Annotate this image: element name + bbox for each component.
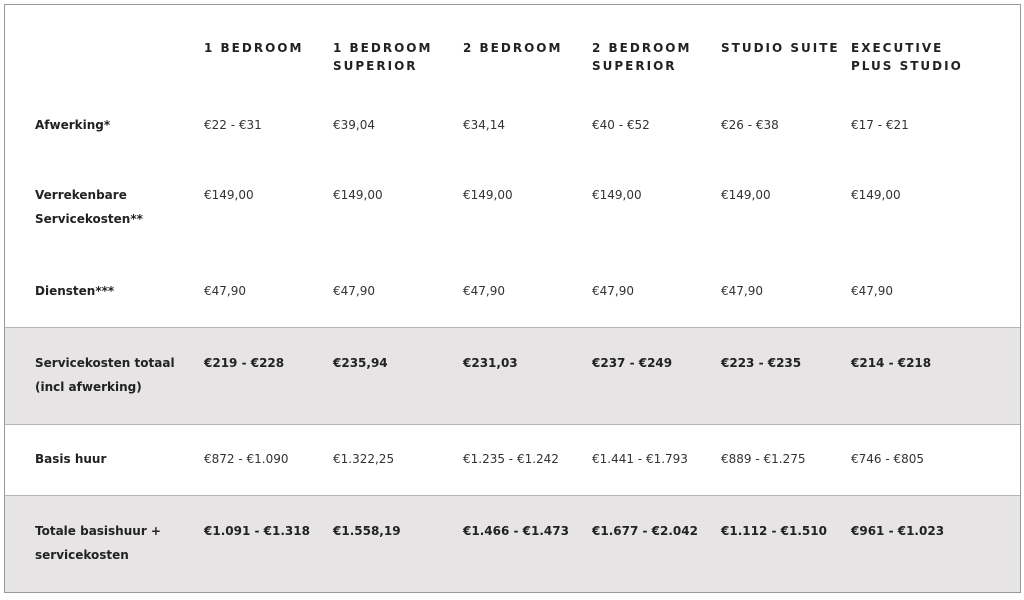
- price-cell: €1.677 - €2.042: [592, 524, 698, 538]
- price-cell: €1.441 - €1.793: [592, 452, 688, 466]
- price-cell: €214 - €218: [851, 356, 932, 370]
- price-cell: €149,00: [592, 188, 642, 202]
- price-cell: €34,14: [463, 118, 505, 132]
- price-cell: €47,90: [333, 284, 375, 298]
- price-cell: €889 - €1.275: [721, 452, 806, 466]
- price-cell: €237 - €249: [592, 356, 673, 370]
- price-cell: €1.112 - €1.510: [721, 524, 827, 538]
- row-label: Basis huur: [35, 452, 107, 466]
- price-cell: €961 - €1.023: [851, 524, 945, 538]
- row-separator: [5, 424, 1020, 425]
- price-cell: €17 - €21: [851, 118, 909, 132]
- price-cell: €47,90: [592, 284, 634, 298]
- price-cell: €149,00: [721, 188, 771, 202]
- row-label: Verrekenbare Servicekosten**: [35, 188, 143, 226]
- row-label: Servicekosten totaal (incl afwerking): [35, 356, 175, 394]
- column-header: 1 BEDROOM SUPERIOR: [333, 41, 433, 73]
- column-header: EXECUTIVE PLUS STUDIO: [851, 41, 963, 73]
- price-cell: €47,90: [721, 284, 763, 298]
- price-cell: €40 - €52: [592, 118, 650, 132]
- price-cell: €235,94: [333, 356, 388, 370]
- price-cell: €872 - €1.090: [204, 452, 289, 466]
- row-separator: [5, 495, 1020, 496]
- price-cell: €149,00: [333, 188, 383, 202]
- price-cell: €1.558,19: [333, 524, 401, 538]
- price-cell: €39,04: [333, 118, 375, 132]
- row-label: Totale basishuur + servicekosten: [35, 524, 161, 562]
- price-cell: €1.091 - €1.318: [204, 524, 310, 538]
- price-cell: €47,90: [851, 284, 893, 298]
- price-cell: €149,00: [463, 188, 513, 202]
- column-header: STUDIO SUITE: [721, 41, 840, 55]
- row-background: [5, 328, 1020, 424]
- price-cell: €231,03: [463, 356, 518, 370]
- row-label: Diensten***: [35, 284, 115, 298]
- price-cell: €149,00: [204, 188, 254, 202]
- price-cell: €47,90: [204, 284, 246, 298]
- price-table: 1 BEDROOM 1 BEDROOM SUPERIOR 2 BEDROOM 2 BE…: [4, 4, 1021, 593]
- price-cell: €149,00: [851, 188, 901, 202]
- price-cell: €746 - €805: [851, 452, 925, 466]
- price-cell: €223 - €235: [721, 356, 802, 370]
- row-label: Afwerking*: [35, 118, 111, 132]
- price-cell: €1.235 - €1.242: [463, 452, 559, 466]
- row-background: [5, 496, 1020, 592]
- price-cell: €47,90: [463, 284, 505, 298]
- column-header: 2 BEDROOM SUPERIOR: [592, 41, 692, 73]
- price-cell: €26 - €38: [721, 118, 779, 132]
- price-cell: €22 - €31: [204, 118, 262, 132]
- row-separator: [5, 327, 1020, 328]
- price-cell: €1.322,25: [333, 452, 395, 466]
- price-cell: €1.466 - €1.473: [463, 524, 569, 538]
- column-header: 2 BEDROOM: [463, 41, 563, 55]
- column-header: 1 BEDROOM: [204, 41, 304, 55]
- price-cell: €219 - €228: [204, 356, 285, 370]
